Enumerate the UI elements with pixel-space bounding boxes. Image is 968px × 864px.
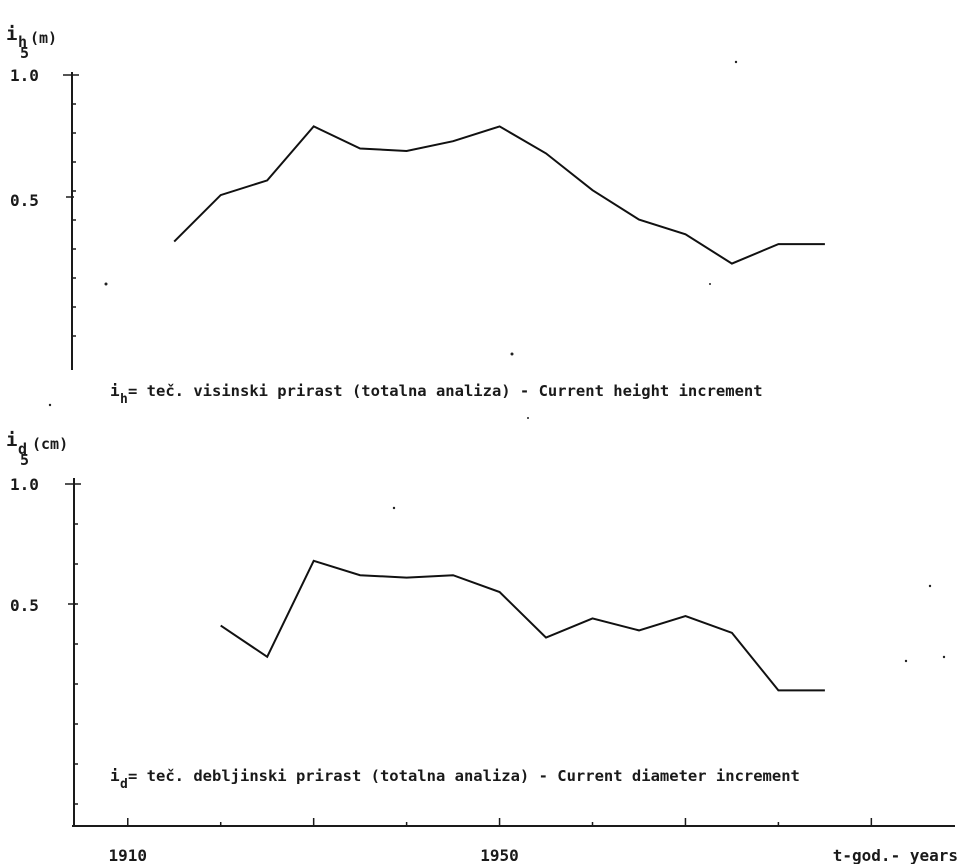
series-line-height <box>173 125 825 265</box>
caption-bottom-main: i <box>110 766 120 785</box>
chart-diameter-increment: i d 5 (cm) 1.0 0.5 i d = teč. debljinski… <box>6 429 825 826</box>
caption-top-sub: h <box>120 392 128 407</box>
ylabel-bottom-sub1: d <box>18 440 27 458</box>
caption-top-main: i <box>110 381 120 400</box>
series-line-diameter <box>220 559 825 692</box>
ylabel-top-sub2: 5 <box>20 44 29 62</box>
ytick-label-top-1: 1.0 <box>10 66 39 85</box>
chart-height-increment: i h 5 (m) 1.0 0.5 i h = teč. visinski pr… <box>6 23 825 407</box>
xtick-label-1950: 1950 <box>480 846 519 864</box>
caption-bottom-sub: d <box>120 777 128 792</box>
ylabel-bottom-sub2: 5 <box>20 451 29 469</box>
x-axis-shared: 1910 1950 t-god.- years <box>72 818 958 864</box>
ylabel-top-unit: (m) <box>30 29 57 47</box>
caption-top-text: = teč. visinski prirast (totalna analiza… <box>128 382 763 400</box>
x-axis-label: t-god.- years <box>833 846 958 864</box>
scan-specks <box>48 60 946 663</box>
ytick-label-bottom-2: 0.5 <box>10 596 39 615</box>
xtick-label-1910: 1910 <box>109 846 148 864</box>
caption-bottom-text: = teč. debljinski prirast (totalna anali… <box>128 767 800 785</box>
ylabel-top-sub1: h <box>18 33 27 51</box>
ytick-label-bottom-1: 1.0 <box>10 475 39 494</box>
ylabel-bottom-main: i <box>6 429 17 451</box>
ylabel-top-main: i <box>6 23 17 45</box>
ytick-label-top-2: 0.5 <box>10 191 39 210</box>
ylabel-bottom-unit: (cm) <box>32 435 68 453</box>
